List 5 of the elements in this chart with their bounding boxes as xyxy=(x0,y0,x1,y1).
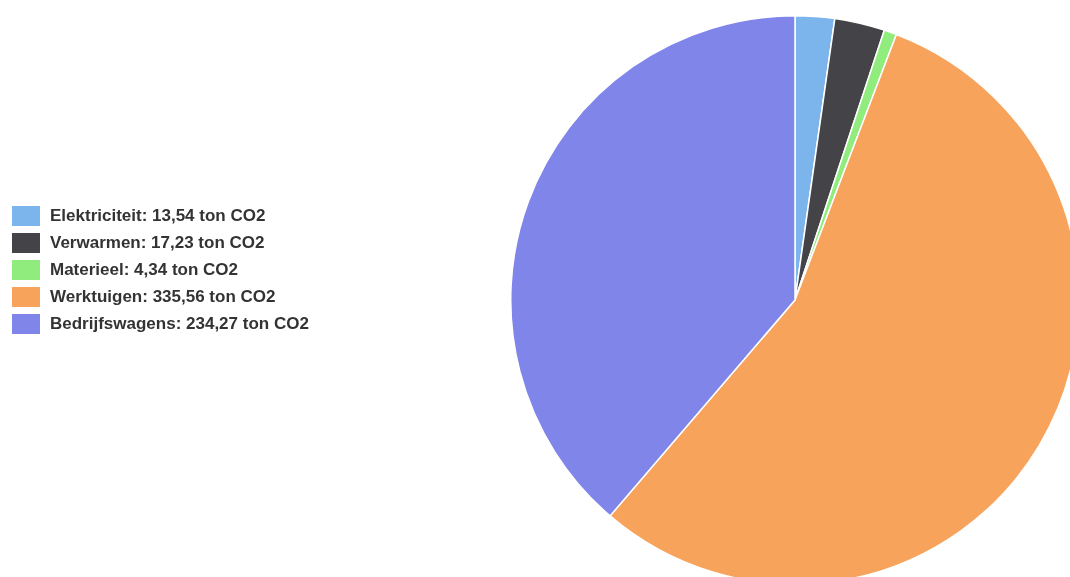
legend-label: Elektriciteit: 13,54 ton CO2 xyxy=(50,205,266,226)
legend-label: Verwarmen: 17,23 ton CO2 xyxy=(50,232,265,253)
legend-label: Bedrijfswagens: 234,27 ton CO2 xyxy=(50,313,309,334)
legend-label: Materieel: 4,34 ton CO2 xyxy=(50,259,239,280)
legend-label: Werktuigen: 335,56 ton CO2 xyxy=(50,286,276,307)
